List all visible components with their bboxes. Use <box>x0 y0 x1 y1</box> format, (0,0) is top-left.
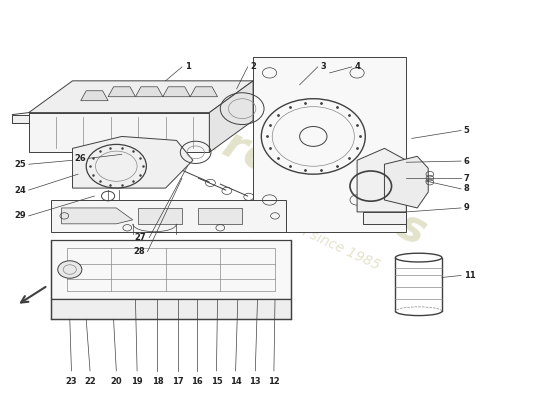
Text: 3: 3 <box>321 62 326 72</box>
Text: 2: 2 <box>250 62 256 72</box>
Polygon shape <box>135 87 163 97</box>
Polygon shape <box>163 87 190 97</box>
Text: 19: 19 <box>131 377 143 386</box>
Text: 8: 8 <box>464 184 470 193</box>
Text: 6: 6 <box>464 156 470 166</box>
Polygon shape <box>108 87 135 97</box>
Polygon shape <box>29 113 210 152</box>
Text: 13: 13 <box>250 377 261 386</box>
Polygon shape <box>210 81 253 152</box>
Text: 12: 12 <box>268 377 280 386</box>
Text: 17: 17 <box>172 377 183 386</box>
Text: 23: 23 <box>65 377 77 386</box>
Text: 24: 24 <box>14 186 26 194</box>
Text: a passion since 1985: a passion since 1985 <box>244 198 382 273</box>
Circle shape <box>58 261 82 278</box>
Text: 27: 27 <box>135 233 146 242</box>
Polygon shape <box>62 208 133 224</box>
Polygon shape <box>51 200 286 232</box>
Text: 28: 28 <box>133 247 145 256</box>
Text: 18: 18 <box>152 377 163 386</box>
Text: 22: 22 <box>84 377 96 386</box>
Bar <box>253 57 406 232</box>
Polygon shape <box>29 81 253 113</box>
Text: 26: 26 <box>74 154 86 163</box>
Text: 15: 15 <box>211 377 222 386</box>
Text: 25: 25 <box>14 160 26 169</box>
Text: 4: 4 <box>354 62 360 72</box>
Polygon shape <box>73 136 193 188</box>
Text: 5: 5 <box>464 126 470 135</box>
Text: 14: 14 <box>230 377 241 386</box>
Polygon shape <box>190 87 218 97</box>
Text: 20: 20 <box>111 377 122 386</box>
Polygon shape <box>199 208 242 224</box>
Text: 7: 7 <box>464 174 470 183</box>
Polygon shape <box>51 240 292 299</box>
Polygon shape <box>362 212 406 224</box>
Text: 16: 16 <box>191 377 202 386</box>
Text: 9: 9 <box>464 204 470 212</box>
Polygon shape <box>81 91 108 101</box>
Polygon shape <box>384 156 428 208</box>
Polygon shape <box>357 148 406 212</box>
Polygon shape <box>51 299 292 319</box>
Text: eurospares: eurospares <box>160 97 433 255</box>
Text: 11: 11 <box>464 271 476 280</box>
Text: 1: 1 <box>185 62 191 72</box>
Text: 29: 29 <box>14 211 26 220</box>
Polygon shape <box>12 114 29 122</box>
Polygon shape <box>138 208 182 224</box>
